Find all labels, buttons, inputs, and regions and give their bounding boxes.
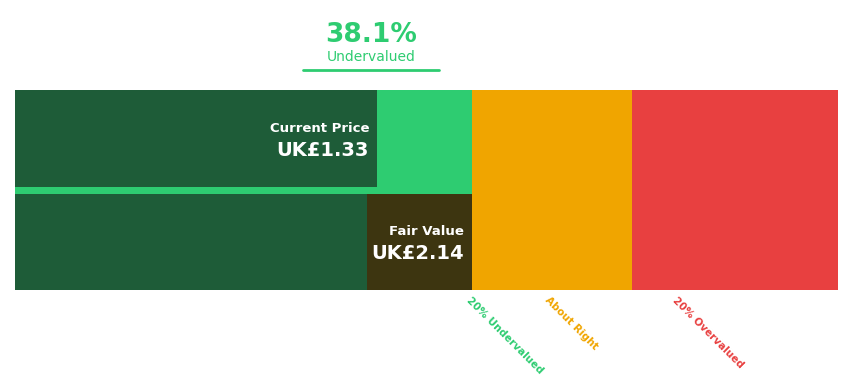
Text: 20% Overvalued: 20% Overvalued [670, 295, 745, 370]
Bar [366, 193, 471, 290]
Bar [471, 90, 631, 290]
Text: UK£1.33: UK£1.33 [276, 141, 369, 160]
Text: UK£2.14: UK£2.14 [371, 244, 463, 263]
Text: Undervalued: Undervalued [326, 50, 415, 64]
Text: Fair Value: Fair Value [389, 225, 463, 238]
Text: 38.1%: 38.1% [325, 22, 417, 48]
Bar [15, 90, 471, 290]
Bar [15, 193, 471, 290]
Text: 20% Undervalued: 20% Undervalued [464, 295, 544, 375]
Text: Current Price: Current Price [269, 122, 369, 135]
Bar [631, 90, 837, 290]
Bar [15, 90, 377, 187]
Text: About Right: About Right [542, 295, 599, 352]
